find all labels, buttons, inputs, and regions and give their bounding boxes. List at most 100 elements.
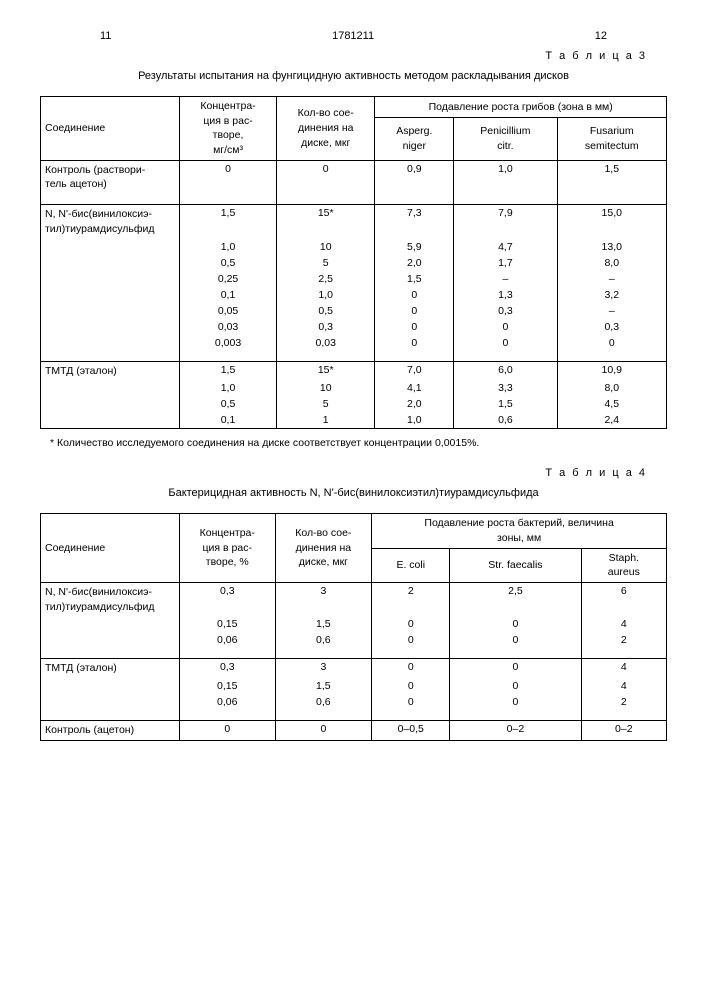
cell-amount: 0 bbox=[275, 721, 372, 741]
th4-amount: Кол-во сое- динения на диске, мкг bbox=[275, 514, 372, 583]
cell-v3: 8,0 bbox=[557, 255, 666, 271]
cell-v2: 0 bbox=[450, 694, 581, 710]
cell-v1: 0–0,5 bbox=[372, 721, 450, 741]
th-group: Подавление роста грибов (зона в мм) bbox=[375, 97, 667, 118]
th4-group: Подавление роста бактерий, величина зоны… bbox=[372, 514, 667, 548]
table-row: ТМТД (эталон)1,515*7,06,010,9 bbox=[41, 361, 667, 380]
cell-v1: 1,0 bbox=[375, 412, 454, 429]
cell-compound: ТМТД (эталон) bbox=[41, 361, 180, 380]
cell-amount: 0,3 bbox=[277, 319, 375, 335]
table-row: 0,552,01,78,0 bbox=[41, 255, 667, 271]
cell-v3: 2,4 bbox=[557, 412, 666, 429]
table4: Соединение Концентра- ция в рас- творе, … bbox=[40, 513, 667, 741]
cell-compound bbox=[41, 335, 180, 351]
cell-amount: 5 bbox=[277, 396, 375, 412]
cell-compound bbox=[41, 255, 180, 271]
cell-v1: 2,0 bbox=[375, 255, 454, 271]
cell-compound bbox=[41, 380, 180, 396]
cell-conc: 0,3 bbox=[180, 582, 276, 616]
page-left: 11 bbox=[100, 30, 111, 42]
cell-v1: 2,0 bbox=[375, 396, 454, 412]
table3-label: Т а б л и ц а 3 bbox=[40, 50, 647, 62]
cell-amount: 0 bbox=[277, 160, 375, 194]
th-conc: Концентра- ция в рас- творе, мг/см³ bbox=[180, 97, 277, 161]
cell-conc: 0,5 bbox=[180, 255, 277, 271]
cell-amount: 2,5 bbox=[277, 271, 375, 287]
th-c3: Fusarium semitectum bbox=[557, 118, 666, 161]
cell-v1: 0 bbox=[375, 335, 454, 351]
cell-v2: 0 bbox=[454, 335, 557, 351]
cell-conc: 0,5 bbox=[180, 396, 277, 412]
th4-compound: Соединение bbox=[41, 514, 180, 583]
cell-compound bbox=[41, 412, 180, 429]
cell-conc: 1,0 bbox=[180, 380, 277, 396]
cell-v1: 0 bbox=[372, 616, 450, 632]
page-right: 12 bbox=[595, 30, 607, 42]
cell-v2: 1,5 bbox=[454, 396, 557, 412]
table4-label: Т а б л и ц а 4 bbox=[40, 467, 647, 479]
th-compound: Соединение bbox=[41, 97, 180, 161]
cell-compound bbox=[41, 632, 180, 648]
cell-v3: 4 bbox=[581, 659, 666, 678]
th-amount: Кол-во сое- динения на диске, мкг bbox=[277, 97, 375, 161]
table-row: 0,0030,03000 bbox=[41, 335, 667, 351]
cell-v3: 2 bbox=[581, 694, 666, 710]
cell-amount: 10 bbox=[277, 380, 375, 396]
cell-v3: 4,5 bbox=[557, 396, 666, 412]
cell-amount: 1,5 bbox=[275, 678, 372, 694]
cell-v2: 1,3 bbox=[454, 287, 557, 303]
cell-conc: 1,0 bbox=[180, 239, 277, 255]
table-row: 0,060,6002 bbox=[41, 632, 667, 648]
cell-conc: 0,06 bbox=[180, 632, 276, 648]
cell-conc: 0,15 bbox=[180, 678, 276, 694]
cell-v2: 6,0 bbox=[454, 361, 557, 380]
cell-v1: 2 bbox=[372, 582, 450, 616]
cell-amount: 3 bbox=[275, 582, 372, 616]
cell-amount: 0,6 bbox=[275, 694, 372, 710]
table-row: 0,552,01,54,5 bbox=[41, 396, 667, 412]
cell-v2: 0,3 bbox=[454, 303, 557, 319]
cell-compound: N, N'-бис(винилоксиэ- тил)тиурамдисульфи… bbox=[41, 582, 180, 616]
table-row: Контроль (ацетон)000–0,50–20–2 bbox=[41, 721, 667, 741]
cell-v1: 7,3 bbox=[375, 205, 454, 239]
cell-v1: 0 bbox=[372, 678, 450, 694]
table-row: 0,11,001,33,2 bbox=[41, 287, 667, 303]
cell-conc: 0,15 bbox=[180, 616, 276, 632]
table4-title: Бактерицидная активность N, N'-бис(винил… bbox=[40, 487, 667, 499]
cell-compound bbox=[41, 287, 180, 303]
cell-conc: 0,3 bbox=[180, 659, 276, 678]
cell-conc: 0,03 bbox=[180, 319, 277, 335]
table-row: 0,030,3000,3 bbox=[41, 319, 667, 335]
cell-amount: 1,0 bbox=[277, 287, 375, 303]
table-row: 0,252,51,5–– bbox=[41, 271, 667, 287]
table-row: 0,151,5004 bbox=[41, 678, 667, 694]
cell-v3: 0,3 bbox=[557, 319, 666, 335]
table-row: 0,111,00,62,4 bbox=[41, 412, 667, 429]
table-row: ТМТД (эталон)0,33004 bbox=[41, 659, 667, 678]
cell-v1: 0 bbox=[375, 319, 454, 335]
cell-v2: 1,0 bbox=[454, 160, 557, 194]
cell-conc: 1,5 bbox=[180, 205, 277, 239]
table-row: 0,151,5004 bbox=[41, 616, 667, 632]
cell-conc: 0,1 bbox=[180, 287, 277, 303]
table-row: 0,060,6002 bbox=[41, 694, 667, 710]
cell-v3: 2 bbox=[581, 632, 666, 648]
cell-compound bbox=[41, 616, 180, 632]
cell-conc: 0,003 bbox=[180, 335, 277, 351]
th4-c1: E. coli bbox=[372, 548, 450, 582]
cell-amount: 5 bbox=[277, 255, 375, 271]
cell-amount: 10 bbox=[277, 239, 375, 255]
cell-v1: 0 bbox=[375, 303, 454, 319]
cell-v1: 0,9 bbox=[375, 160, 454, 194]
cell-amount: 15* bbox=[277, 205, 375, 239]
cell-v2: 0 bbox=[450, 659, 581, 678]
page-center: 1781211 bbox=[332, 30, 374, 42]
cell-v3: 8,0 bbox=[557, 380, 666, 396]
cell-compound: ТМТД (эталон) bbox=[41, 659, 180, 678]
cell-v2: 0 bbox=[454, 319, 557, 335]
table-row: 1,0104,13,38,0 bbox=[41, 380, 667, 396]
cell-v3: 6 bbox=[581, 582, 666, 616]
cell-conc: 0 bbox=[180, 160, 277, 194]
cell-v2: 4,7 bbox=[454, 239, 557, 255]
cell-compound: N, N'-бис(винилоксиэ- тил)тиурамдисульфи… bbox=[41, 205, 180, 239]
